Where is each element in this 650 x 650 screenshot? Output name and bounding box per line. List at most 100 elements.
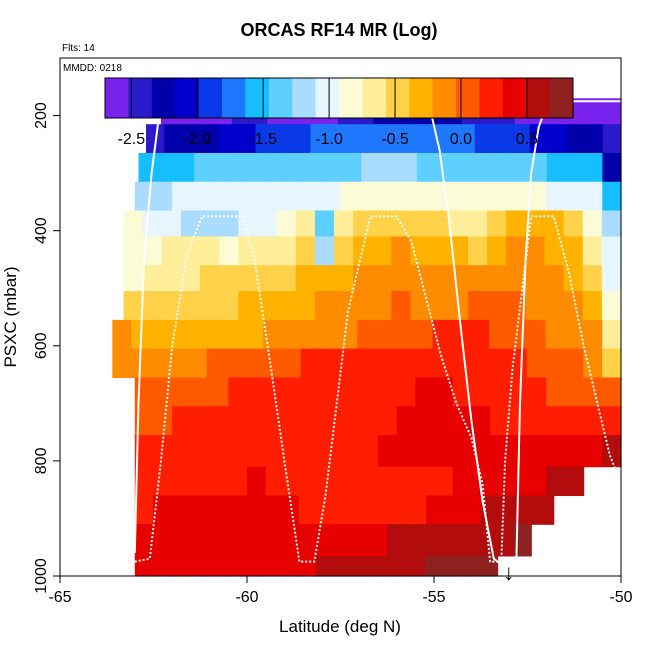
heatmap-cell	[284, 377, 304, 407]
heatmap-cell	[564, 319, 584, 350]
heatmap-cell	[444, 495, 464, 525]
y-tick-label: 400	[33, 217, 50, 244]
heatmap-cell	[583, 319, 603, 350]
heatmap-cell	[265, 434, 285, 468]
colorbar-swatch	[222, 78, 246, 118]
heatmap-cell	[383, 124, 403, 154]
heatmap-cell	[387, 524, 406, 557]
heatmap-cell	[190, 434, 211, 468]
colorbar-swatch	[151, 78, 176, 118]
heatmap-cell	[401, 124, 421, 154]
heatmap-cell	[535, 495, 555, 525]
heatmap-cell	[391, 210, 412, 238]
heatmap-cell	[490, 377, 510, 407]
heatmap-cell	[200, 210, 220, 238]
heatmap-cell	[123, 236, 144, 266]
heatmap-cell	[153, 181, 173, 212]
y-axis: 200 400 600 800 1000	[33, 102, 60, 594]
heatmap-cell	[489, 348, 509, 379]
heatmap-cell	[182, 124, 202, 154]
heatmap-cell	[353, 495, 373, 525]
heatmap-cell	[583, 348, 603, 379]
colorbar-swatch	[549, 78, 574, 118]
heatmap-cell	[506, 210, 526, 238]
heatmap-cell	[359, 434, 379, 468]
heatmap-cell	[247, 181, 267, 212]
heatmap-cell	[278, 524, 298, 557]
x-tick-label: -60	[235, 589, 258, 606]
heatmap-cell	[138, 152, 158, 183]
heatmap-cell	[334, 555, 354, 577]
heatmap-cell	[153, 434, 173, 468]
heatmap-cell	[499, 495, 518, 525]
heatmap-cell	[353, 291, 373, 321]
heatmap-cell	[602, 181, 622, 212]
heatmap-cell	[434, 466, 454, 497]
heatmap-cell	[491, 152, 511, 183]
heatmap-cell	[219, 124, 238, 154]
heatmap-cell	[452, 434, 472, 468]
heatmap-cell	[310, 124, 330, 154]
heatmap-cell	[261, 555, 281, 577]
heatmap-cell	[396, 377, 416, 407]
heatmap-cell	[157, 152, 177, 183]
heatmap-cell	[303, 466, 323, 497]
y-axis-label: PSXC (mbar)	[1, 266, 20, 367]
heatmap-cell	[295, 291, 316, 321]
colorbar-swatch	[268, 78, 293, 118]
heatmap-cell	[379, 152, 399, 183]
heatmap-cell	[527, 466, 547, 497]
heatmap-cell	[228, 434, 248, 468]
heatmap-cell	[546, 406, 566, 436]
heatmap-cell	[244, 495, 263, 525]
heatmap-cell	[443, 555, 462, 577]
heatmap-cell	[314, 265, 335, 292]
heatmap-cell	[225, 495, 245, 525]
heatmap-cell	[601, 291, 622, 321]
heatmap-cell	[276, 265, 297, 292]
flight-track-dotted	[134, 215, 622, 563]
heatmap-cell	[527, 434, 547, 468]
heatmap-cell	[265, 466, 285, 497]
date-label: MMDD: 0218	[63, 63, 122, 74]
heatmap-cell	[394, 348, 415, 379]
heatmap-cell	[257, 236, 278, 266]
heatmap-cell	[602, 377, 622, 407]
heatmap-cell	[432, 348, 453, 379]
heatmap-cell	[564, 181, 585, 212]
heatmap-cell	[265, 181, 285, 212]
heatmap-cell	[300, 348, 321, 379]
flight-track-line	[133, 100, 621, 566]
heatmap-cell	[189, 495, 209, 525]
heatmap-cell	[244, 319, 264, 350]
heatmap-cell	[352, 555, 372, 577]
heatmap-cell	[206, 524, 226, 557]
heatmap-cell	[112, 348, 132, 379]
heatmap-cell	[180, 291, 201, 321]
heatmap-cell	[426, 495, 445, 525]
y-tick-label: 800	[33, 447, 50, 474]
heatmap-cell	[190, 406, 211, 436]
heatmap-cell	[172, 377, 192, 407]
heatmap-cell	[161, 265, 182, 292]
heatmap-cell	[470, 319, 490, 350]
colorbar-swatch	[128, 78, 153, 118]
heatmap-cell	[602, 406, 622, 436]
heatmap-cell	[415, 434, 435, 468]
heatmap-cell	[544, 265, 565, 292]
heatmap-cell	[564, 377, 585, 407]
heatmap-cell	[529, 124, 549, 154]
heatmap-cell	[171, 555, 190, 577]
heatmap-cell	[303, 181, 323, 212]
y-tick-label: 200	[33, 102, 50, 129]
colorbar: -2.5 -2.0 -1.5 -1.0 -0.5 0.0 0.5	[104, 77, 574, 148]
x-axis: -65 -60 -55 -50	[48, 575, 633, 606]
heatmap-cell	[276, 210, 297, 238]
heatmap-cell	[247, 377, 267, 407]
heatmap-cell	[584, 124, 604, 154]
heatmap-cell	[228, 181, 248, 212]
heatmap-cell	[152, 555, 172, 577]
heatmap-cell	[298, 495, 318, 525]
heatmap-cell	[334, 291, 354, 321]
heatmap-cell	[467, 265, 488, 292]
